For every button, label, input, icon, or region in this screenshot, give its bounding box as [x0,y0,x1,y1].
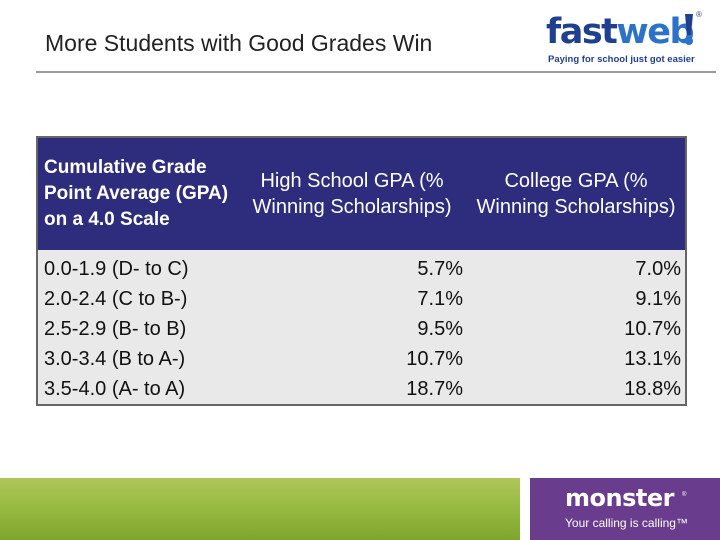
college-percent-cell: 10.7% [467,314,686,344]
high-school-percent-cell: 5.7% [237,250,467,284]
header-gpa-range: Cumulative Grade Point Average (GPA) on … [37,137,237,250]
gpa-range-cell: 3.5-4.0 (A- to A) [37,374,237,405]
gpa-range-cell: 3.0-3.4 (B to A-) [37,344,237,374]
table-row: 2.0-2.4 (C to B-) 7.1% 9.1% [37,284,686,314]
fastweb-word-web: web [616,12,694,52]
college-percent-cell: 18.8% [467,374,686,405]
monster-wordmark: monster [565,484,674,512]
fastweb-word-fast: fast [546,12,618,52]
college-percent-cell: 13.1% [467,344,686,374]
high-school-percent-cell: 9.5% [237,314,467,344]
header-college-gpa: College GPA (% Winning Scholarships) [467,137,686,250]
high-school-percent-cell: 18.7% [237,374,467,405]
gpa-scholarship-table: Cumulative Grade Point Average (GPA) on … [36,136,687,406]
fastweb-exclamation-icon [685,14,693,45]
monster-registered-mark: ® [682,492,687,498]
high-school-percent-cell: 10.7% [237,344,467,374]
fastweb-logo: fastweb ® Paying for school just got eas… [546,10,716,70]
monster-logo: monster ® Your calling is calling™ [530,478,720,540]
fastweb-wordmark: fastweb [546,10,695,54]
footer-green-bar [0,478,520,540]
high-school-percent-cell: 7.1% [237,284,467,314]
table-row: 3.5-4.0 (A- to A) 18.7% 18.8% [37,374,686,405]
table-header-row: Cumulative Grade Point Average (GPA) on … [37,137,686,250]
header-high-school-gpa: High School GPA (% Winning Scholarships) [237,137,467,250]
table-row: 2.5-2.9 (B- to B) 9.5% 10.7% [37,314,686,344]
gpa-range-cell: 2.5-2.9 (B- to B) [37,314,237,344]
college-percent-cell: 9.1% [467,284,686,314]
title-divider [36,71,716,73]
monster-tagline: Your calling is calling™ [565,516,688,530]
fastweb-registered-mark: ® [696,10,702,19]
college-percent-cell: 7.0% [467,250,686,284]
gpa-range-cell: 0.0-1.9 (D- to C) [37,250,237,284]
table-row: 0.0-1.9 (D- to C) 5.7% 7.0% [37,250,686,284]
table-row: 3.0-3.4 (B to A-) 10.7% 13.1% [37,344,686,374]
gpa-range-cell: 2.0-2.4 (C to B-) [37,284,237,314]
fastweb-tagline: Paying for school just got easier [548,54,695,65]
slide-title: More Students with Good Grades Win [45,30,433,56]
